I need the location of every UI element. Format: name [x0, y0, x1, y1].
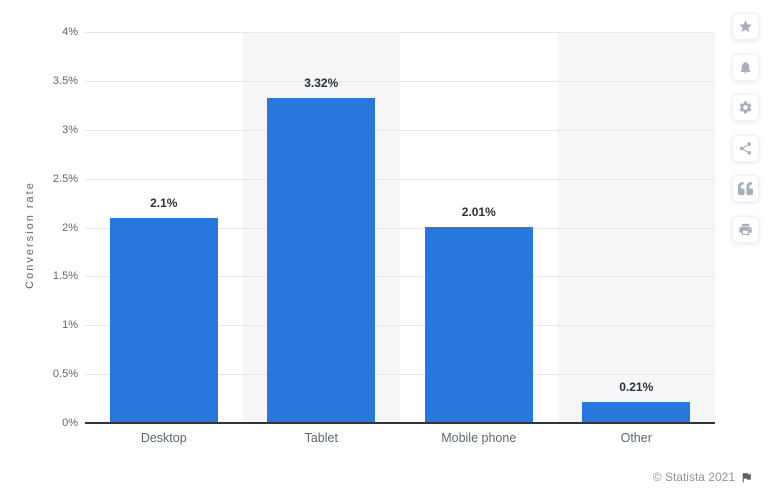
gear-icon [738, 100, 753, 115]
grid-line [85, 80, 715, 82]
print-button[interactable] [732, 216, 759, 243]
favorite-button[interactable] [732, 13, 759, 40]
notifications-button[interactable] [732, 54, 759, 81]
y-tick-label: 0.5% [52, 368, 78, 381]
grid-line [85, 374, 715, 376]
grid-line [85, 129, 715, 131]
copyright-footer: © Statista 2021 [653, 469, 753, 485]
bar-mobile-phone[interactable] [424, 226, 533, 423]
settings-button[interactable] [732, 94, 759, 121]
bar-other[interactable] [582, 402, 691, 423]
y-tick-label: 2.5% [52, 172, 78, 185]
bar-value-label: 2.01% [461, 204, 496, 219]
x-axis-line [85, 422, 715, 424]
grid-line [85, 178, 715, 180]
bar-value-label: 3.32% [304, 76, 339, 91]
y-tick-label: 4% [62, 26, 78, 38]
x-category-label: Tablet [304, 431, 338, 445]
star-icon [738, 19, 753, 34]
bar-tablet[interactable] [267, 98, 376, 423]
y-tick-label: 1% [62, 319, 78, 332]
y-tick-label: 1.5% [52, 270, 78, 283]
print-icon [738, 222, 753, 237]
y-tick-label: 3% [62, 123, 78, 136]
bar-value-label: 2.1% [150, 195, 178, 210]
y-tick-label: 3.5% [52, 74, 78, 87]
grid-line [85, 32, 715, 33]
cite-button[interactable] [732, 175, 759, 202]
grid-line [85, 276, 715, 278]
x-category-label: Mobile phone [441, 431, 517, 445]
y-axis-title: Conversion rate [24, 181, 36, 289]
grid-line [85, 227, 715, 229]
quote-icon [738, 181, 753, 196]
y-tick-label: 0% [62, 417, 78, 429]
share-button[interactable] [732, 135, 759, 162]
x-category-label: Desktop [140, 431, 187, 445]
grid-line [85, 325, 715, 327]
x-category-label: Other [620, 431, 652, 445]
bar-desktop[interactable] [109, 217, 218, 423]
bar-value-label: 0.21% [619, 380, 654, 395]
share-icon [738, 141, 753, 156]
flag-icon [740, 471, 753, 484]
bell-icon [738, 60, 753, 75]
y-tick-label: 2% [62, 221, 78, 234]
copyright-text: © Statista 2021 [652, 470, 735, 484]
